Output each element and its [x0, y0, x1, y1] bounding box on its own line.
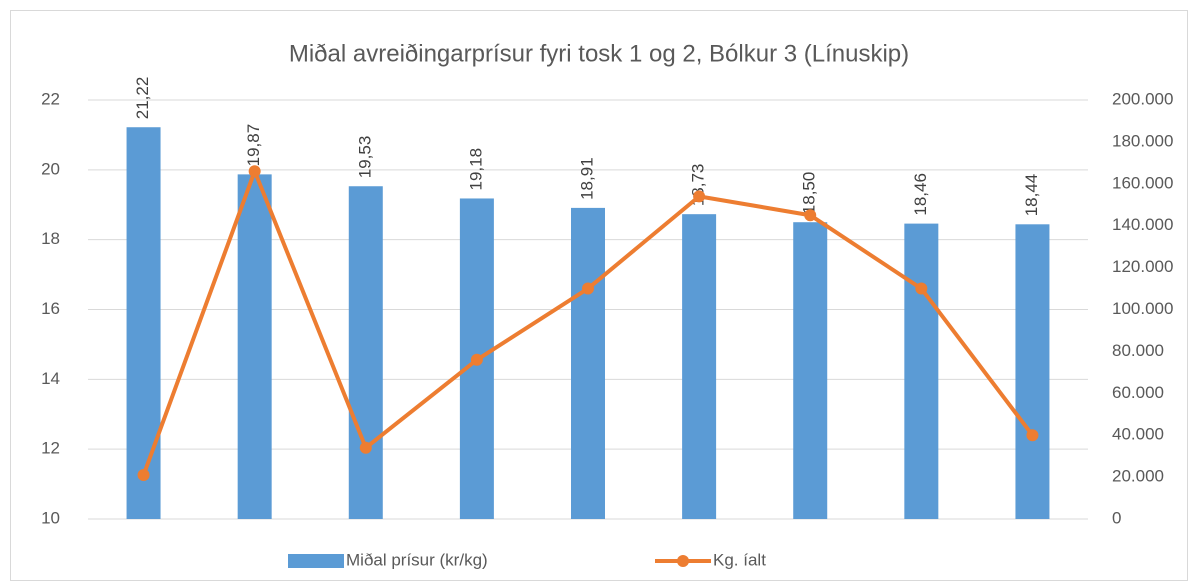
y-tick-label: 12 [41, 439, 60, 458]
y2-tick-label: 40.000 [1112, 425, 1164, 444]
line-marker [693, 190, 706, 203]
y2-tick-label: 60.000 [1112, 383, 1164, 402]
line-marker [1026, 429, 1039, 442]
y-tick-label: 18 [41, 229, 60, 248]
data-label: 18,91 [577, 157, 596, 200]
y-tick-label: 20 [41, 159, 60, 178]
bar [904, 223, 939, 520]
bar [237, 174, 272, 519]
data-label: 18,44 [1022, 174, 1041, 217]
y2-tick-label: 20.000 [1112, 467, 1164, 486]
legend-swatch [288, 554, 344, 568]
data-label: 18,50 [800, 172, 819, 215]
line-marker [582, 282, 594, 295]
y-tick-label: 10 [41, 508, 60, 527]
bar [126, 127, 161, 520]
y-tick-label: 16 [41, 299, 60, 318]
line-marker [915, 282, 928, 295]
y2-tick-label: 200.000 [1112, 89, 1173, 108]
data-label: 19,53 [355, 136, 374, 179]
bar [348, 186, 383, 519]
data-label: 21,22 [133, 77, 152, 120]
y2-tick-label: 0 [1112, 508, 1121, 527]
data-label: 19,87 [244, 124, 263, 167]
line-marker [359, 441, 372, 454]
y2-tick-label: 100.000 [1112, 299, 1173, 318]
y-tick-label: 14 [41, 369, 60, 388]
chart-title: Miðal avreiðingarprísur fyri tosk 1 og 2… [289, 40, 909, 67]
legend-swatch [677, 555, 689, 567]
y2-tick-label: 120.000 [1112, 257, 1173, 276]
y-tick-label: 22 [41, 89, 60, 108]
bar [793, 222, 828, 520]
line-marker [804, 209, 817, 222]
y2-tick-label: 140.000 [1112, 215, 1173, 234]
data-label: 19,18 [466, 148, 485, 191]
data-label: 18,46 [911, 173, 930, 216]
bar [1015, 224, 1050, 519]
line-marker [248, 165, 261, 178]
legend-label: Miðal prísur (kr/kg) [346, 550, 488, 569]
y2-tick-label: 180.000 [1112, 131, 1173, 150]
line-marker [137, 469, 150, 482]
bar [571, 207, 605, 519]
line-marker [470, 353, 483, 366]
legend-label: Kg. íalt [713, 550, 766, 569]
y2-tick-label: 160.000 [1112, 173, 1173, 192]
bar [682, 214, 717, 520]
y2-tick-label: 80.000 [1112, 341, 1164, 360]
